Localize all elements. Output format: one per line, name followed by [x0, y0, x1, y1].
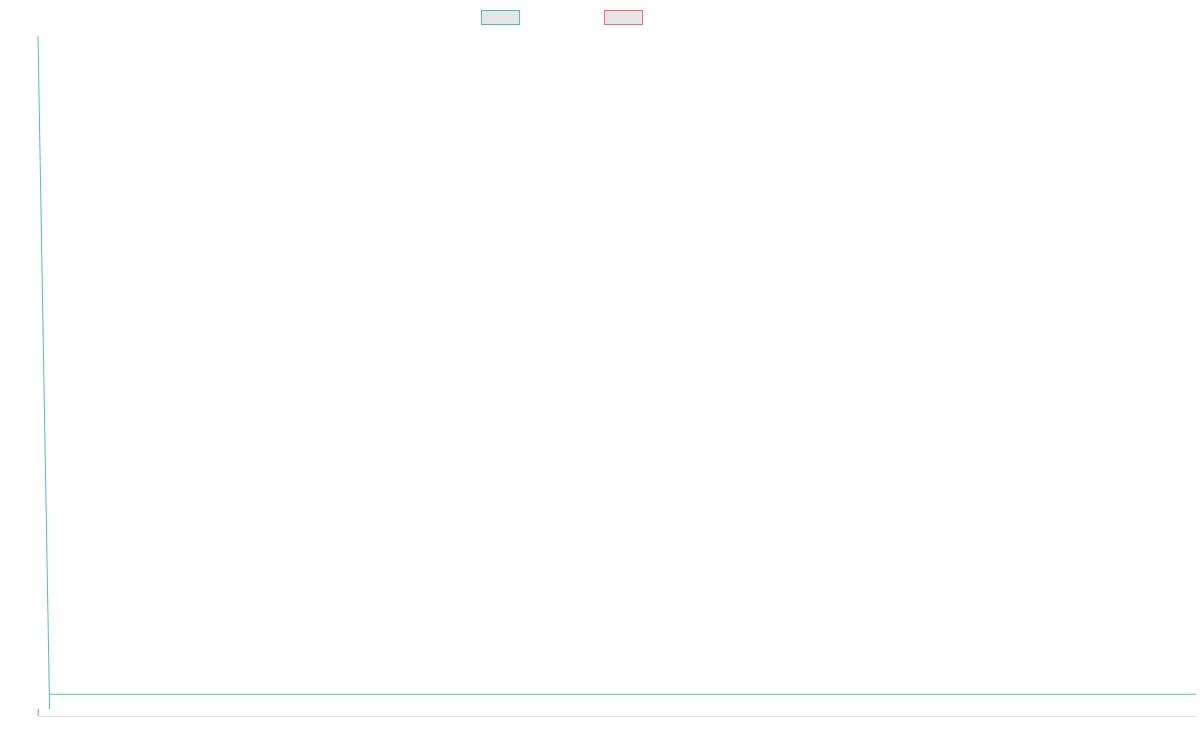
legend-swatch-series-1[interactable] [481, 10, 520, 25]
series-1-line [37, 35, 51, 710]
legend-swatch-series-2[interactable] [604, 10, 643, 25]
